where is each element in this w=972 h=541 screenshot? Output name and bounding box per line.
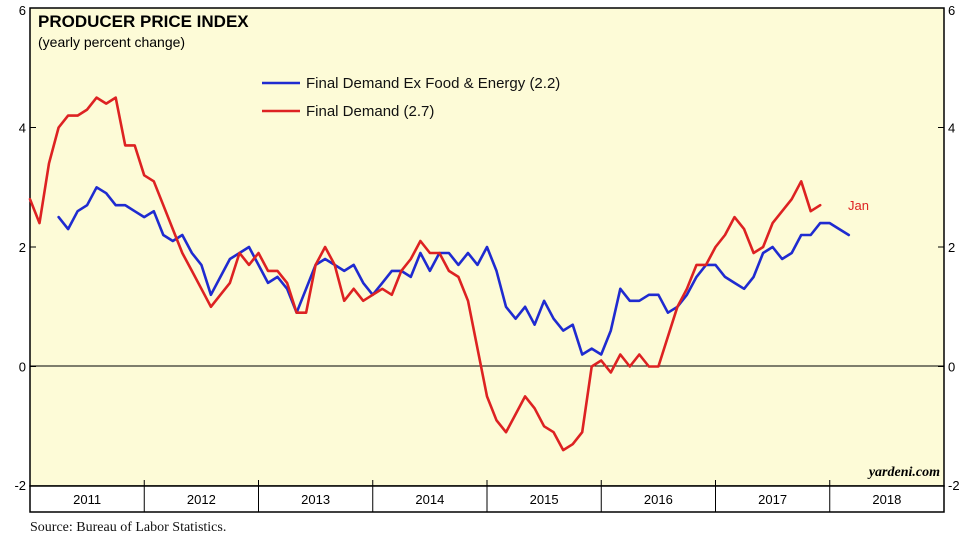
x-tick-label: 2016 xyxy=(644,492,673,507)
y-tick-label-right: 4 xyxy=(948,121,955,136)
annotation-jan: Jan xyxy=(848,198,869,213)
y-tick-label-left: 6 xyxy=(19,3,26,18)
x-tick-label: 2012 xyxy=(187,492,216,507)
watermark: yardeni.com xyxy=(867,465,940,480)
source-note: Source: Bureau of Labor Statistics. xyxy=(30,520,227,535)
legend-label-final: Final Demand (2.7) xyxy=(306,103,434,120)
series-lines xyxy=(28,96,851,452)
chart-title: PRODUCER PRICE INDEX xyxy=(38,12,249,31)
legend: Final Demand Ex Food & Energy (2.2) Fina… xyxy=(262,75,560,120)
y-tick-label-left: 4 xyxy=(19,121,26,136)
y-tick-label-right: -2 xyxy=(948,478,960,493)
y-tick-label-right: 0 xyxy=(948,360,955,375)
x-tick-label: 2017 xyxy=(758,492,787,507)
chart-subtitle: (yearly percent change) xyxy=(38,34,185,50)
x-tick-label: 2015 xyxy=(530,492,559,507)
series-line-final-demand xyxy=(28,96,822,452)
y-tick-label-left: 0 xyxy=(19,360,26,375)
series-line-core xyxy=(57,186,851,356)
x-tick-label: 2014 xyxy=(415,492,444,507)
x-tick-label: 2018 xyxy=(872,492,901,507)
x-tick-label: 2013 xyxy=(301,492,330,507)
y-axes: -2 -2 0 0 2 2 4 4 6 6 xyxy=(14,3,959,493)
y-tick-label-left: 2 xyxy=(19,240,26,255)
x-tick-label: 2011 xyxy=(73,492,101,507)
y-tick-label-right: 6 xyxy=(948,3,955,18)
y-tick-label-right: 2 xyxy=(948,240,955,255)
y-tick-label-left: -2 xyxy=(14,478,26,493)
legend-label-core: Final Demand Ex Food & Energy (2.2) xyxy=(306,75,560,92)
x-axis: 2011 2012 2013 2014 2015 2016 2017 2018 xyxy=(73,480,901,512)
